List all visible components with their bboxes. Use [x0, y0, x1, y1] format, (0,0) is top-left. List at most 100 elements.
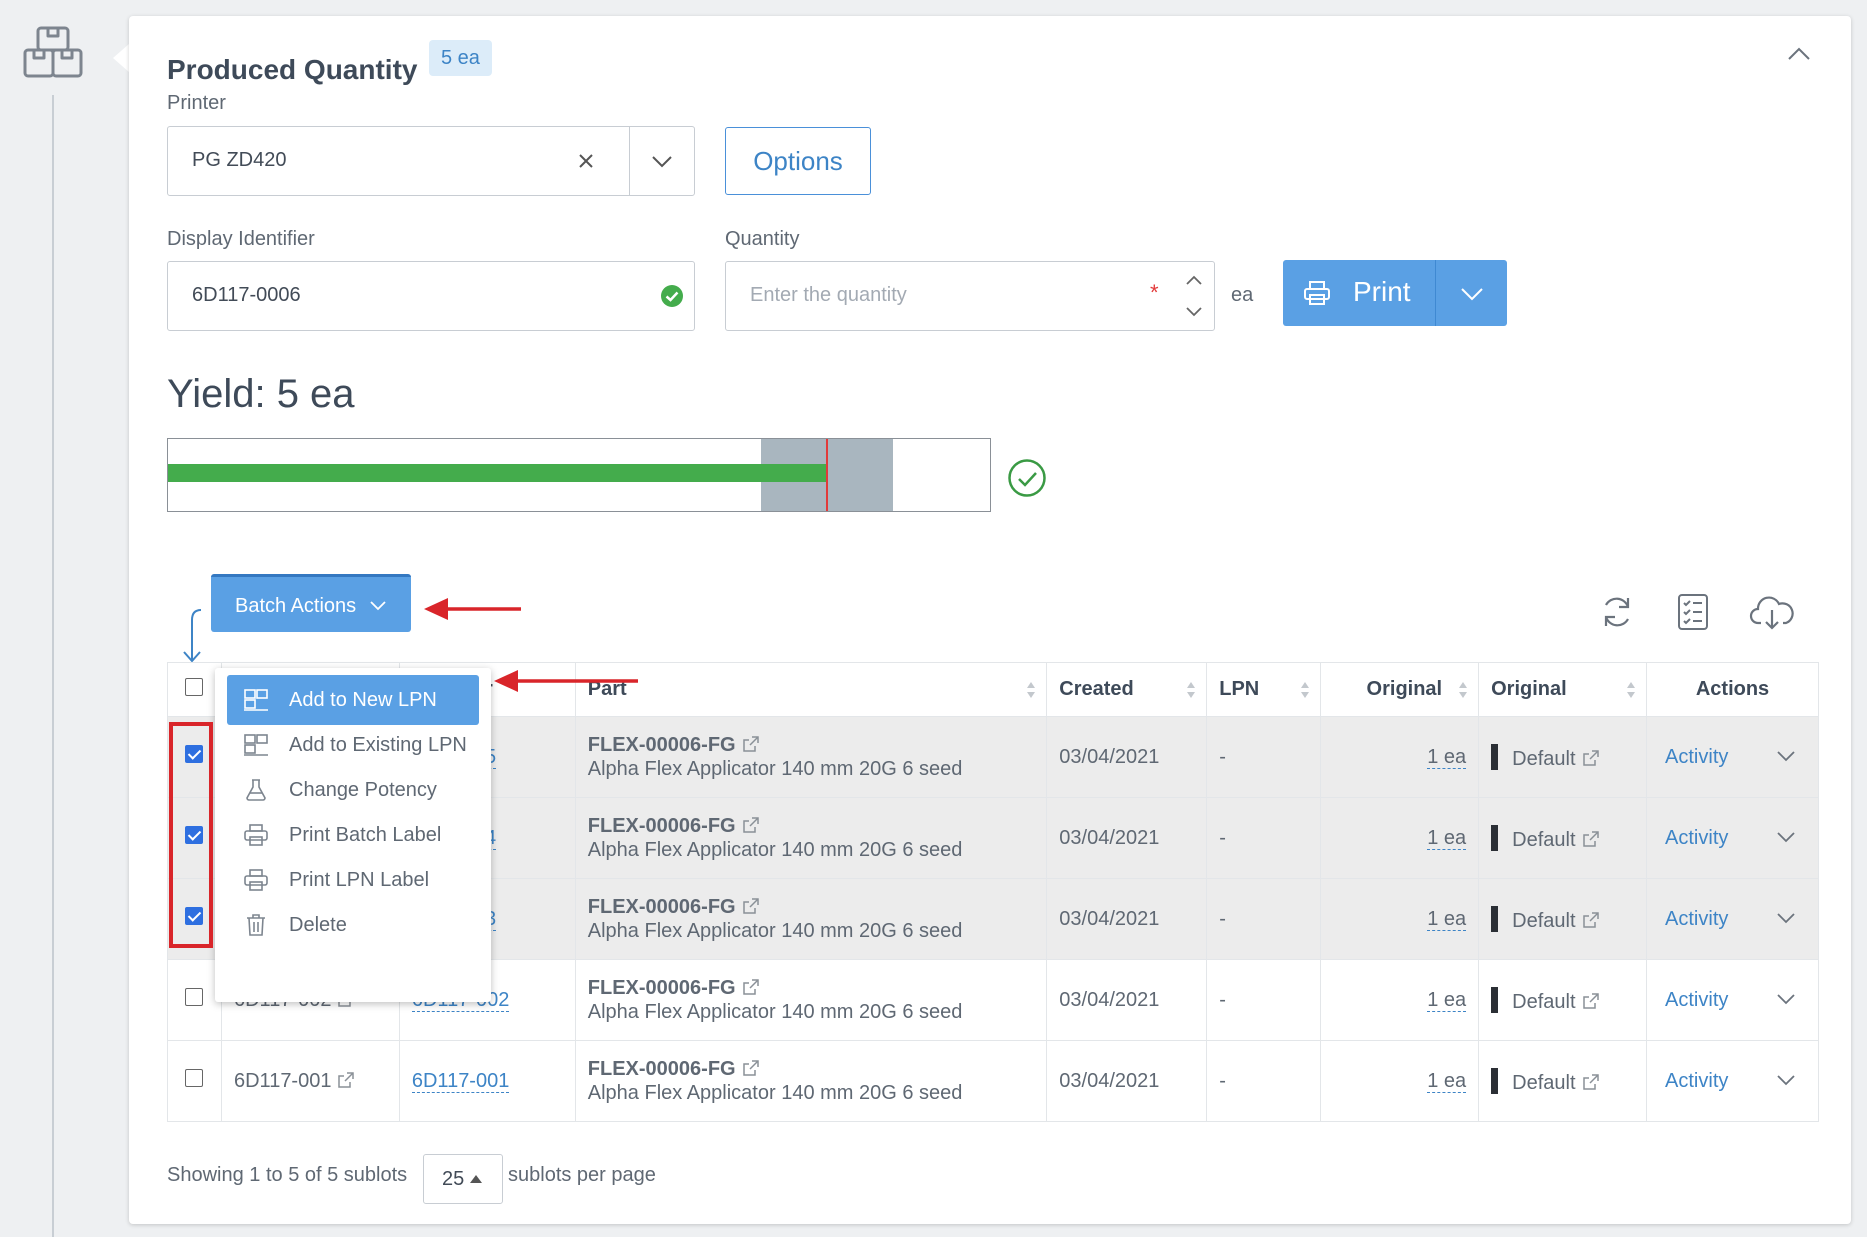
row-checkbox[interactable]	[185, 826, 204, 844]
row-select-cell[interactable]	[167, 959, 222, 1041]
batch-actions-button[interactable]: Batch Actions	[211, 574, 411, 632]
select-all-cell[interactable]	[167, 662, 222, 717]
part-number[interactable]: FLEX-00006-FG	[587, 815, 736, 837]
menu-item-add-to-existing-lpn[interactable]: Add to Existing LPN	[227, 720, 479, 770]
cloud-download-icon[interactable]	[1749, 592, 1795, 632]
part-number[interactable]: FLEX-00006-FG	[587, 896, 736, 918]
chevron-down-icon	[370, 601, 386, 611]
activity-link[interactable]: Activity	[1665, 745, 1729, 768]
external-link-icon[interactable]	[1582, 830, 1600, 848]
original-qty-link[interactable]: 1 ea	[1427, 1069, 1467, 1093]
select-arrow-icon	[183, 609, 202, 663]
original-qty-link[interactable]: 1 ea	[1427, 826, 1467, 850]
menu-item-print-lpn-label[interactable]: Print LPN Label	[227, 855, 479, 905]
activity-link[interactable]: Activity	[1665, 1069, 1729, 1092]
original-location[interactable]: Default	[1512, 828, 1576, 851]
per-page-select[interactable]: 25	[423, 1154, 503, 1204]
quantity-stepper[interactable]	[1184, 272, 1204, 320]
menu-item-print-batch-label[interactable]: Print Batch Label	[227, 810, 479, 860]
external-link-icon[interactable]	[742, 816, 760, 834]
menu-item-change-potency[interactable]: Change Potency	[227, 765, 479, 815]
row-checkbox[interactable]	[185, 1069, 204, 1087]
options-button[interactable]: Options	[725, 127, 871, 195]
batch-actions-label: Batch Actions	[235, 595, 357, 617]
part-number[interactable]: FLEX-00006-FG	[587, 977, 736, 999]
original-location[interactable]: Default	[1512, 990, 1576, 1013]
activity-link[interactable]: Activity	[1665, 907, 1729, 930]
sort-icon[interactable]	[1300, 680, 1310, 700]
original-qty-link[interactable]: 1 ea	[1427, 988, 1467, 1012]
actions-cell: Activity	[1646, 959, 1819, 1041]
sort-icon[interactable]	[1626, 680, 1636, 700]
actions-cell: Activity	[1646, 797, 1819, 879]
original-location[interactable]: Default	[1512, 909, 1576, 932]
select-all-checkbox[interactable]	[185, 677, 204, 696]
clear-icon[interactable]	[576, 151, 596, 171]
external-link-icon[interactable]	[742, 897, 760, 915]
original-qty-cell: 1 ea	[1320, 716, 1480, 798]
lpn-cell: -	[1206, 1040, 1322, 1122]
column-header-original-qty[interactable]: Original	[1320, 662, 1480, 717]
row-checkbox[interactable]	[185, 745, 204, 763]
sort-icon[interactable]	[1458, 680, 1468, 700]
chevron-up-icon[interactable]	[1785, 40, 1813, 68]
activity-link[interactable]: Activity	[1665, 826, 1729, 849]
chevron-down-icon[interactable]	[1776, 749, 1796, 763]
quantity-input[interactable]: Enter the quantity *	[725, 261, 1215, 331]
external-link-icon[interactable]	[1582, 1073, 1600, 1091]
menu-item-delete[interactable]: Delete	[227, 900, 479, 950]
menu-item-add-to-new-lpn[interactable]: Add to New LPN	[227, 675, 479, 725]
original-location[interactable]: Default	[1512, 1071, 1576, 1094]
printer-select[interactable]: PG ZD420	[167, 126, 695, 196]
original-qty-link[interactable]: 1 ea	[1427, 907, 1467, 931]
sort-icon[interactable]	[1026, 680, 1036, 700]
external-link-icon[interactable]	[742, 1059, 760, 1077]
lpn-icon	[244, 689, 268, 711]
part-number[interactable]: FLEX-00006-FG	[587, 734, 736, 756]
sublot-number-link[interactable]: 6D117-001	[411, 1069, 510, 1093]
card-notch	[113, 44, 129, 72]
chevron-down-icon[interactable]	[1776, 1073, 1796, 1087]
row-checkbox[interactable]	[185, 988, 204, 1006]
activity-link[interactable]: Activity	[1665, 988, 1729, 1011]
menu-item-label: Print Batch Label	[289, 824, 442, 846]
row-select-cell[interactable]	[167, 1040, 222, 1122]
chevron-down-icon[interactable]	[1459, 281, 1485, 307]
external-link-icon[interactable]	[1582, 749, 1600, 767]
pagination-summary: Showing 1 to 5 of 5 sublots	[167, 1164, 408, 1186]
sort-icon[interactable]	[1186, 680, 1196, 700]
required-mark: *	[1150, 280, 1159, 305]
batch-actions-menu: Add to New LPN Add to Existing LPN Chang…	[215, 668, 491, 1002]
column-header-lpn-label: LPN	[1219, 678, 1260, 700]
column-header-part[interactable]: Part	[574, 662, 1048, 717]
lpn-cell: -	[1206, 878, 1322, 960]
table-row[interactable]: 6D117-001 6D117-001 FLEX-00006-FG Alpha Fle…	[167, 1040, 1819, 1122]
location-color-swatch	[1491, 905, 1499, 932]
chevron-down-icon[interactable]	[1776, 830, 1796, 844]
external-link-icon[interactable]	[337, 1071, 355, 1089]
original-qty-link[interactable]: 1 ea	[1427, 745, 1467, 769]
per-page-suffix: sublots per page	[508, 1164, 656, 1186]
external-link-icon[interactable]	[1582, 911, 1600, 929]
external-link-icon[interactable]	[742, 978, 760, 996]
print-button[interactable]: Print	[1283, 260, 1507, 326]
select-divider	[629, 127, 630, 195]
chevron-down-icon[interactable]	[650, 149, 674, 173]
sublot-id[interactable]: 6D117-001	[233, 1069, 332, 1092]
checklist-icon[interactable]	[1673, 592, 1713, 632]
part-number[interactable]: FLEX-00006-FG	[587, 1058, 736, 1080]
original-location[interactable]: Default	[1512, 747, 1576, 770]
column-header-created[interactable]: Created	[1046, 662, 1208, 717]
refresh-icon[interactable]	[1597, 592, 1637, 632]
column-header-original-location[interactable]: Original	[1478, 662, 1648, 717]
display-identifier-field[interactable]: 6D117-0006	[167, 261, 695, 331]
chevron-down-icon[interactable]	[1776, 911, 1796, 925]
row-checkbox[interactable]	[185, 907, 204, 925]
original-location-cell: Default	[1478, 797, 1648, 879]
column-header-lpn[interactable]: LPN	[1206, 662, 1322, 717]
chevron-down-icon[interactable]	[1776, 992, 1796, 1006]
external-link-icon[interactable]	[1582, 992, 1600, 1010]
external-link-icon[interactable]	[742, 735, 760, 753]
annotation-highlight-box	[169, 722, 213, 948]
